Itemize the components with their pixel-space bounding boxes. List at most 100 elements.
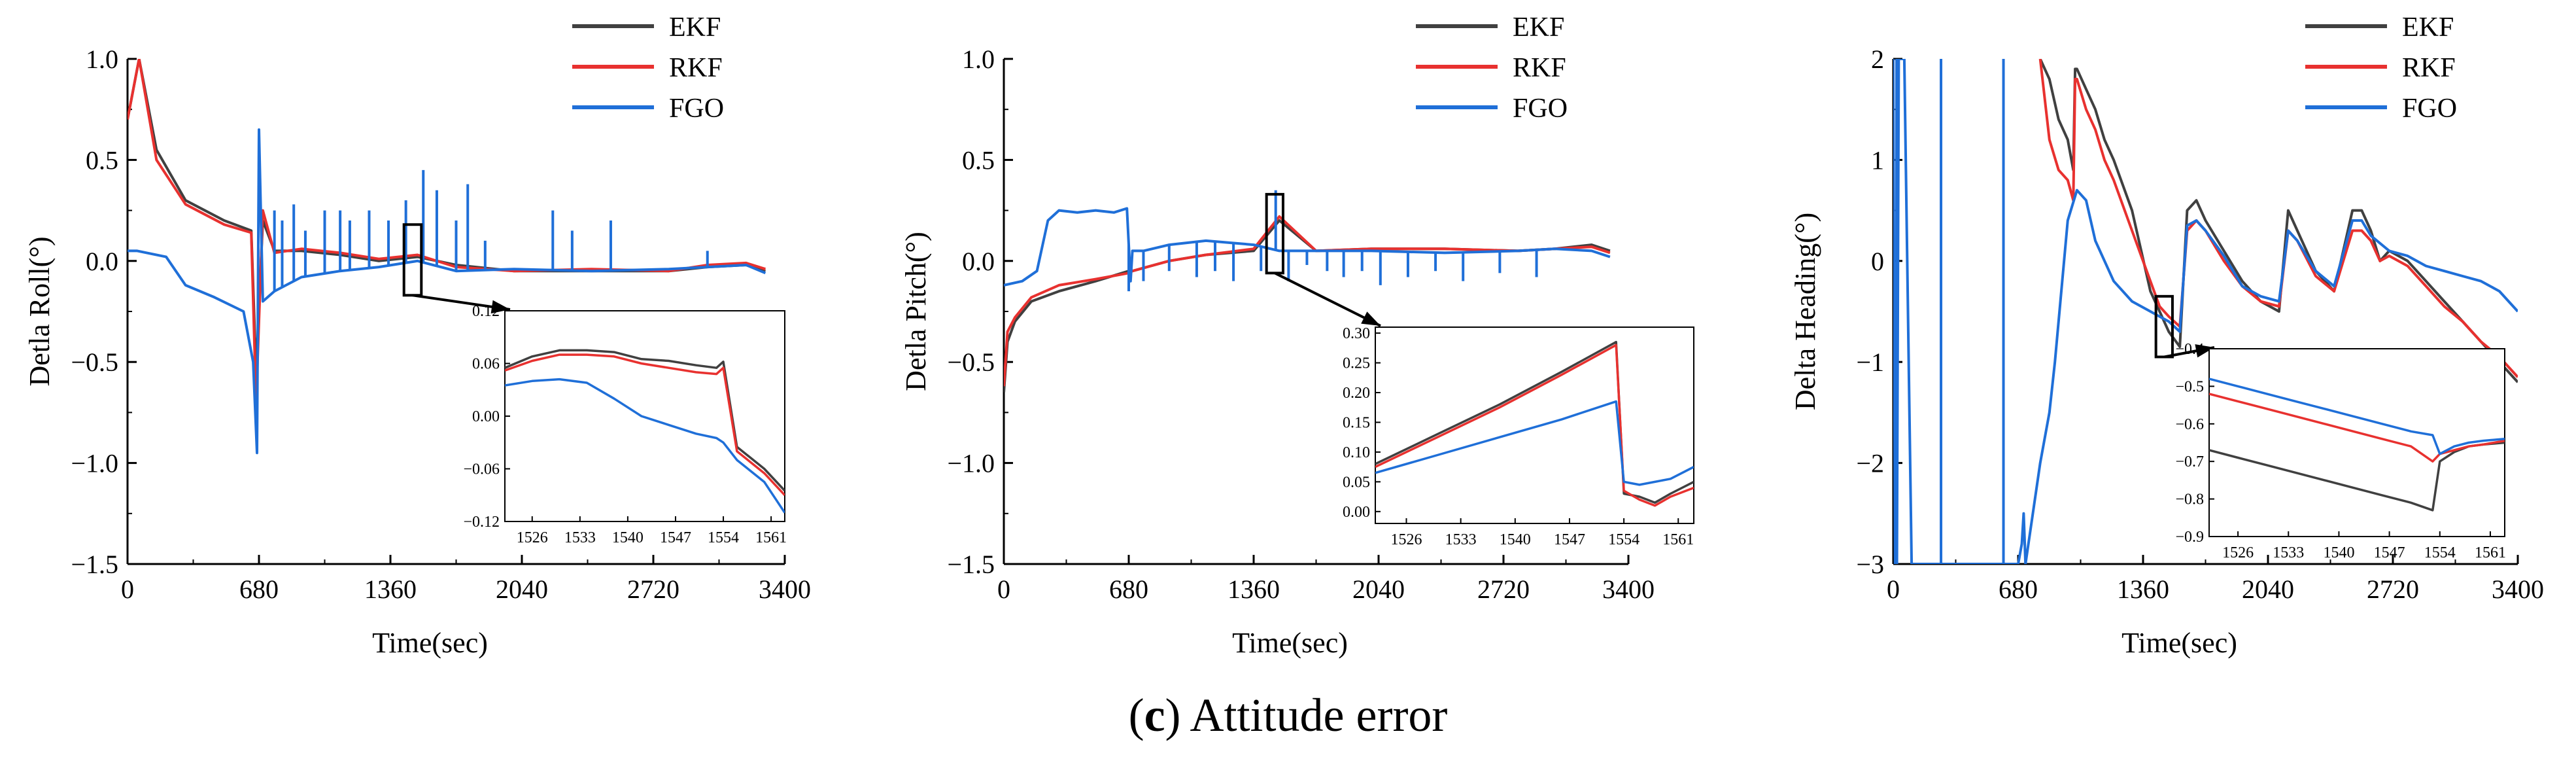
inset-y-tick-label: 0.30 bbox=[1343, 325, 1370, 342]
inset-x-tick-label: 1547 bbox=[2374, 544, 2405, 561]
y-tick-label: 0.5 bbox=[86, 145, 118, 175]
zoom-highlight-box bbox=[1265, 192, 1284, 275]
zoom-arrow-head bbox=[2195, 344, 2214, 358]
inset-x-tick-label: 1561 bbox=[2475, 544, 2506, 561]
inset-y-tick-label: −0.7 bbox=[2175, 453, 2204, 470]
inset-line-fgo bbox=[2209, 378, 2505, 455]
y-axis-label: Delta Heading(°) bbox=[1789, 213, 1821, 410]
x-tick-label: 680 bbox=[1999, 574, 2038, 604]
y-tick-label: −3 bbox=[1856, 550, 1884, 579]
x-axis-label: Time(sec) bbox=[1232, 627, 1348, 659]
inset-y-tick-label: −0.06 bbox=[463, 461, 500, 478]
inset-x-tick-label: 1526 bbox=[2222, 544, 2254, 561]
x-tick-label: 0 bbox=[121, 574, 134, 604]
y-tick-label: 1.0 bbox=[86, 44, 118, 74]
inset-y-tick-label: 0.06 bbox=[472, 356, 500, 373]
inset-y-tick-label: 0.20 bbox=[1343, 385, 1370, 402]
y-tick-label: 2 bbox=[1871, 44, 1884, 74]
inset-series-group bbox=[505, 349, 785, 514]
inset-x-tick-label: 1526 bbox=[1391, 531, 1422, 548]
inset-y-tick-label: 0.10 bbox=[1343, 444, 1370, 461]
inset-line-rkf bbox=[505, 353, 785, 496]
y-tick-label: −0.5 bbox=[71, 347, 118, 377]
inset-x-tick-label: 1554 bbox=[708, 529, 739, 546]
inset-x-tick-label: 1533 bbox=[564, 529, 596, 546]
x-axis-label: Time(sec) bbox=[372, 627, 488, 659]
series-group bbox=[1893, 59, 2518, 564]
y-axis-label: Detla Roll(°) bbox=[24, 237, 56, 387]
inset-frame bbox=[2208, 348, 2505, 537]
y-tick-label: −1.5 bbox=[71, 550, 118, 579]
x-tick-label: 2720 bbox=[627, 574, 679, 604]
inset-y-tick-label: −0.4 bbox=[2175, 341, 2204, 358]
x-tick-label: 680 bbox=[1109, 574, 1148, 604]
legend-label-rkf: RKF bbox=[669, 53, 723, 83]
series-line-rkf bbox=[2038, 59, 2518, 378]
inset-line-rkf bbox=[2209, 393, 2505, 463]
y-tick-label: −0.5 bbox=[947, 347, 995, 377]
legend-label-rkf: RKF bbox=[1513, 53, 1566, 83]
x-tick-label: 3400 bbox=[759, 574, 811, 604]
inset-y-tick-label: 0.00 bbox=[472, 408, 500, 425]
x-tick-label: 680 bbox=[239, 574, 279, 604]
x-tick-label: 1360 bbox=[364, 574, 417, 604]
chart-panel-1: 0 680 1360 2040 2720 3400 −1.5 −1.0 −0.5 0.0 0.5 1.… bbox=[24, 12, 811, 659]
inset-y-tick-label: −0.9 bbox=[2175, 529, 2204, 546]
x-tick-label: 0 bbox=[1887, 574, 1900, 604]
inset-line-fgo bbox=[505, 378, 785, 514]
inset-x-tick-label: 1533 bbox=[2273, 544, 2304, 561]
inset-x-tick-label: 1540 bbox=[1500, 531, 1531, 548]
caption-label: c bbox=[1144, 689, 1165, 741]
caption-text: Attitude error bbox=[1190, 689, 1448, 741]
x-tick-label: 2040 bbox=[1352, 574, 1405, 604]
legend-label-fgo: FGO bbox=[1513, 94, 1568, 124]
legend-label-ekf: EKF bbox=[2402, 12, 2454, 43]
x-tick-label: 2040 bbox=[2242, 574, 2294, 604]
inset-chart: 1526 1533 1540 1547 1554 1561 −0.12 −0.06 0.00 0.… bbox=[463, 303, 787, 546]
y-tick-label: −2 bbox=[1856, 449, 1884, 478]
series-line-ekf bbox=[2038, 59, 2518, 383]
x-tick-label: 2720 bbox=[1477, 574, 1530, 604]
x-tick-label: 1360 bbox=[1228, 574, 1280, 604]
inset-y-tick-label: −0.6 bbox=[2175, 416, 2204, 433]
figure-caption: (c) Attitude error bbox=[1128, 689, 1448, 741]
inset-y-tick-label: 0.25 bbox=[1343, 355, 1370, 372]
series-line-fgo bbox=[1893, 59, 2518, 564]
legend-label-ekf: EKF bbox=[669, 12, 721, 43]
chart-panel-3: 0 680 1360 2040 2720 3400 −3 −2 −1 0 1 2 Time(sec) De… bbox=[1789, 12, 2544, 659]
x-tick-label: 0 bbox=[997, 574, 1010, 604]
y-axis-label: Detla Pitch(°) bbox=[900, 232, 932, 391]
zoom-arrow-line bbox=[1274, 272, 1381, 327]
inset-y-tick-label: 0.12 bbox=[472, 303, 500, 320]
inset-y-tick-label: 0.05 bbox=[1343, 474, 1370, 491]
x-tick-label: 3400 bbox=[1602, 574, 1655, 604]
inset-line-rkf bbox=[1375, 344, 1694, 507]
inset-x-tick-label: 1554 bbox=[2424, 544, 2456, 561]
series-group bbox=[128, 59, 766, 455]
y-tick-label: −1.5 bbox=[947, 550, 995, 579]
y-tick-label: −1 bbox=[1856, 347, 1884, 377]
inset-x-tick-label: 1540 bbox=[2323, 544, 2354, 561]
chart-panel-2: 0 680 1360 2040 2720 3400 −1.5 −1.0 −0.5 0.0 0.5 1.… bbox=[900, 12, 1694, 659]
inset-x-tick-label: 1526 bbox=[517, 529, 548, 546]
x-tick-label: 2040 bbox=[496, 574, 548, 604]
x-axis-label: Time(sec) bbox=[2121, 627, 2237, 659]
y-tick-label: −1.0 bbox=[71, 449, 118, 478]
y-tick-label: 0 bbox=[1871, 247, 1884, 276]
y-tick-label: 1 bbox=[1871, 145, 1884, 175]
inset-chart: 1526 1533 1540 1547 1554 1561 0.00 0.05 0.10 0.15… bbox=[1343, 325, 1694, 548]
y-tick-label: −1.0 bbox=[947, 449, 995, 478]
inset-frame bbox=[1375, 327, 1694, 524]
zoom-arrow-head bbox=[1361, 311, 1381, 326]
zoom-highlight-box bbox=[402, 223, 423, 297]
inset-y-tick-label: 0.00 bbox=[1343, 504, 1370, 521]
inset-x-tick-label: 1540 bbox=[612, 529, 644, 546]
inset-x-tick-label: 1554 bbox=[1608, 531, 1640, 548]
y-tick-label: 0.5 bbox=[962, 145, 995, 175]
series-group bbox=[1004, 190, 1611, 393]
x-tick-label: 2720 bbox=[2367, 574, 2419, 604]
x-tick-label: 1360 bbox=[2117, 574, 2169, 604]
inset-y-tick-label: 0.15 bbox=[1343, 414, 1370, 431]
inset-x-tick-label: 1547 bbox=[660, 529, 691, 546]
inset-series-group bbox=[1375, 340, 1694, 507]
